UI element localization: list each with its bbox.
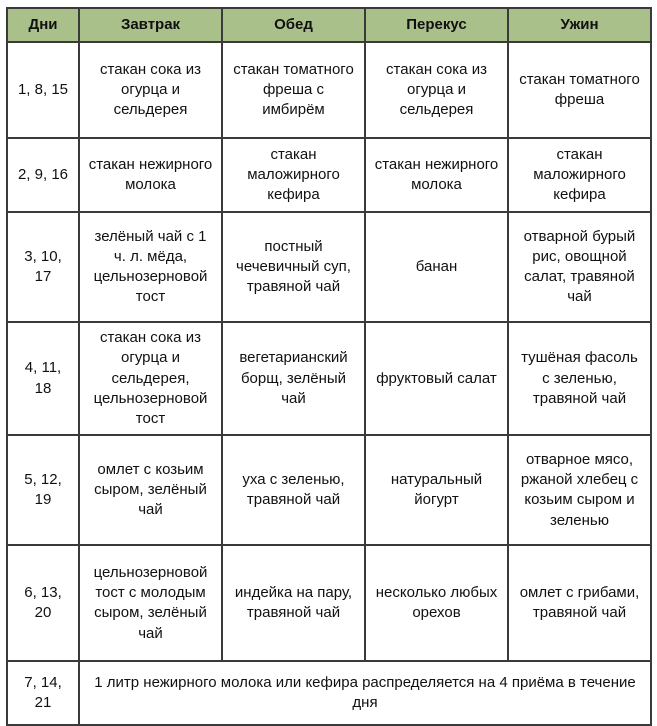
days-cell: 3, 10, 17: [6, 211, 80, 323]
meal-cell-snack: стакан нежирного молока: [364, 137, 509, 213]
header-cell-days: Дни: [6, 7, 80, 43]
meal-cell-lunch: уха с зеленью, травяной чай: [221, 434, 366, 547]
meal-cell-dinner: тушёная фасоль с зеленью, травяной чай: [507, 320, 652, 437]
table-row: 5, 12, 19 омлет с козьим сыром, зелёный …: [6, 434, 652, 547]
days-cell: 6, 13, 20: [6, 544, 80, 663]
header-cell-snack: Перекус: [364, 7, 509, 43]
meal-cell-snack: стакан сока из огурца и сельдерея: [364, 41, 509, 139]
meal-cell-dinner: отварное мясо, ржаной хлебец с козьим сы…: [507, 434, 652, 547]
table-row: 3, 10, 17 зелёный чай с 1 ч. л. мёда, це…: [6, 211, 652, 323]
meal-cell-lunch: вегетарианский борщ, зелёный чай: [221, 320, 366, 437]
meal-cell-breakfast: зелёный чай с 1 ч. л. мёда, цельнозернов…: [78, 211, 223, 323]
header-row: Дни Завтрак Обед Перекус Ужин: [6, 7, 652, 43]
header-cell-lunch: Обед: [221, 7, 366, 43]
table-row: 1, 8, 15 стакан сока из огурца и сельдер…: [6, 41, 652, 139]
days-cell: 5, 12, 19: [6, 434, 80, 547]
meal-cell-dinner: стакан томатного фреша: [507, 41, 652, 139]
table-row: 2, 9, 16 стакан нежирного молока стакан …: [6, 137, 652, 213]
table-footer-row: 7, 14, 21 1 литр нежирного молока или ке…: [6, 660, 652, 726]
days-cell: 1, 8, 15: [6, 41, 80, 139]
meal-cell-lunch: постный чечевичный суп, травяной чай: [221, 211, 366, 323]
days-cell: 4, 11, 18: [6, 320, 80, 437]
table-row: 4, 11, 18 стакан сока из огурца и сельде…: [6, 320, 652, 437]
header-cell-breakfast: Завтрак: [78, 7, 223, 43]
meal-cell-lunch: стакан томатного фреша с имбирём: [221, 41, 366, 139]
header-cell-dinner: Ужин: [507, 7, 652, 43]
meal-cell-snack: натуральный йогурт: [364, 434, 509, 547]
days-cell: 2, 9, 16: [6, 137, 80, 213]
meal-cell-lunch: стакан маложирного кефира: [221, 137, 366, 213]
table-row: 6, 13, 20 цельнозерновой тост с молодым …: [6, 544, 652, 663]
meal-cell-breakfast: стакан сока из огурца и сельдерея, цельн…: [78, 320, 223, 437]
meal-cell-dinner: омлет с грибами, травяной чай: [507, 544, 652, 663]
meal-cell-breakfast: стакан нежирного молока: [78, 137, 223, 213]
meal-cell-snack: фруктовый салат: [364, 320, 509, 437]
meal-cell-lunch: индейка на пару, травяной чай: [221, 544, 366, 663]
meal-cell-breakfast: цельнозерновой тост с молодым сыром, зел…: [78, 544, 223, 663]
meal-cell-breakfast: стакан сока из огурца и сельдерея: [78, 41, 223, 139]
table-body: 1, 8, 15 стакан сока из огурца и сельдер…: [6, 41, 652, 726]
meal-cell-breakfast: омлет с козьим сыром, зелёный чай: [78, 434, 223, 547]
meal-cell-snack: банан: [364, 211, 509, 323]
table-header: Дни Завтрак Обед Перекус Ужин: [6, 7, 652, 43]
diet-plan-table: Дни Завтрак Обед Перекус Ужин 1, 8, 15 с…: [6, 7, 652, 726]
footer-note-cell: 1 литр нежирного молока или кефира распр…: [78, 660, 652, 726]
meal-cell-snack: несколько любых орехов: [364, 544, 509, 663]
meal-cell-dinner: стакан маложирного кефира: [507, 137, 652, 213]
days-cell: 7, 14, 21: [6, 660, 80, 726]
meal-cell-dinner: отварной бурый рис, овощной салат, травя…: [507, 211, 652, 323]
